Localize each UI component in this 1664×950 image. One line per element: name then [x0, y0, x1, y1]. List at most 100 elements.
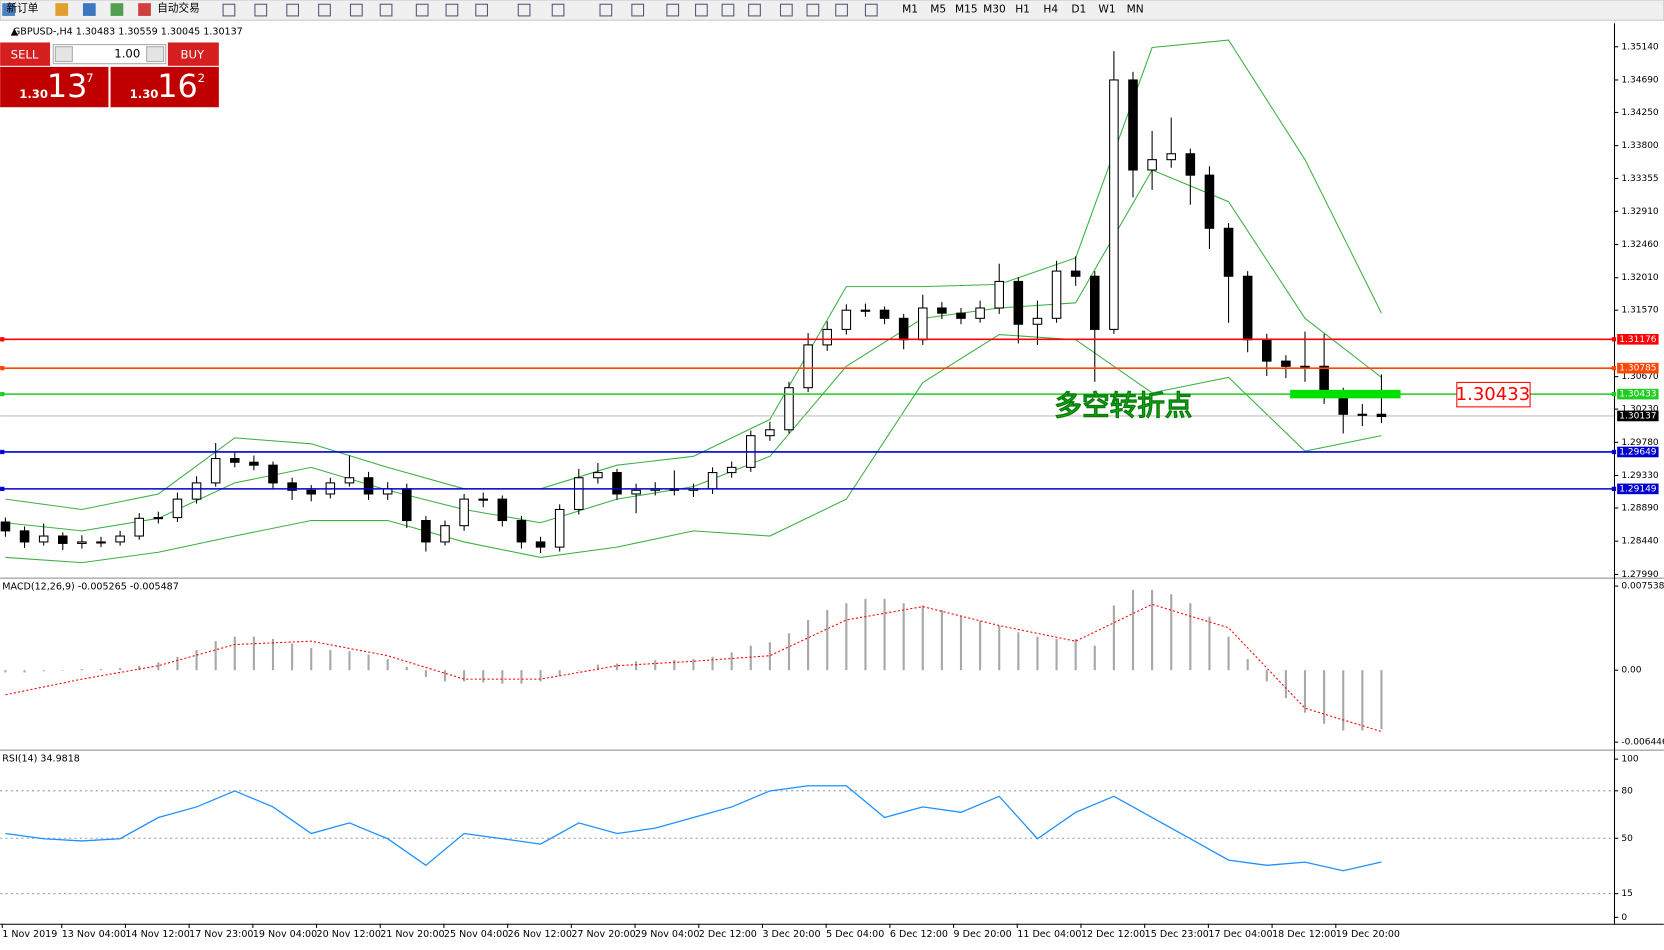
candle-body [306, 489, 316, 495]
candle-body [459, 498, 469, 527]
tool-button[interactable] [445, 3, 459, 17]
level-handle [0, 391, 5, 397]
candle-body [726, 466, 737, 474]
tool-button[interactable] [864, 3, 878, 17]
sell-label[interactable]: SELL [11, 48, 39, 62]
y-tick-label: 1.30670 [1621, 372, 1659, 382]
lots-input[interactable] [52, 44, 167, 65]
buy-label[interactable]: BUY [180, 48, 205, 62]
candle-body [1090, 275, 1100, 330]
candle-body [1032, 317, 1043, 325]
sell-button[interactable] [0, 42, 51, 66]
candle-body [497, 498, 508, 522]
macd-bar [157, 662, 160, 671]
x-tick-label: 18 Dec 12:00 [1272, 929, 1336, 940]
candle-body [860, 309, 871, 312]
candle-body [421, 520, 431, 543]
timeframe-button[interactable]: M15 [955, 3, 978, 16]
tool-button[interactable] [349, 3, 363, 17]
tool-button[interactable] [779, 3, 793, 17]
tool-icon[interactable] [110, 3, 124, 16]
lots-up[interactable] [146, 46, 165, 63]
level-label: 1.31176 [1619, 335, 1657, 345]
timeframe-button[interactable]: M5 [930, 3, 946, 16]
candle-body [191, 482, 202, 500]
candle-body [898, 317, 909, 341]
timeframe-button[interactable]: MN [1127, 3, 1144, 16]
timeframe-button[interactable]: H4 [1043, 3, 1058, 16]
tool-button[interactable] [379, 3, 393, 17]
timeframe-button[interactable]: W1 [1098, 3, 1115, 16]
timeframe-button[interactable]: H1 [1015, 3, 1030, 16]
x-tick-label: 2 Dec 12:00 [699, 929, 757, 940]
tool-button[interactable] [631, 3, 645, 17]
candle-body [77, 541, 87, 544]
candle-body [803, 344, 813, 389]
tool-button[interactable] [806, 3, 820, 17]
y-tick-label: -0.006446 [1621, 738, 1664, 748]
buy-price-box[interactable] [110, 66, 219, 108]
macd-bar [443, 670, 447, 682]
tool-button[interactable] [286, 3, 300, 17]
x-tick-label: 3 Dec 20:00 [762, 929, 820, 940]
sell-price-box[interactable] [0, 66, 109, 108]
timeframe-button[interactable]: M1 [902, 3, 918, 16]
macd-bar [596, 664, 599, 671]
candle-body [1300, 365, 1310, 368]
candle-body [612, 472, 622, 495]
macd-bar [482, 670, 485, 683]
tool-button[interactable] [475, 3, 489, 17]
candle-body [841, 309, 852, 330]
auto-trading-button[interactable]: 自动交易 [157, 1, 199, 14]
x-tick-label: 1 Nov 2019 [2, 929, 57, 940]
macd-bar [138, 665, 141, 671]
candle-body [249, 461, 259, 466]
tool-button[interactable] [415, 3, 429, 17]
tool-icon[interactable] [55, 3, 69, 16]
level-handle [0, 366, 5, 371]
tool-button[interactable] [318, 3, 331, 17]
tool-button[interactable] [254, 3, 268, 17]
lots-down[interactable] [54, 46, 73, 63]
macd-bar [1017, 632, 1020, 671]
buy-button[interactable] [167, 42, 219, 66]
auto-trading-icon[interactable] [138, 3, 151, 16]
timeframe-button[interactable]: M30 [983, 3, 1006, 16]
tool-icon[interactable] [82, 3, 96, 16]
new-order-icon[interactable] [2, 3, 15, 16]
x-tick-label: 12 Dec 12:00 [1081, 929, 1145, 940]
tool-button[interactable] [748, 3, 761, 17]
macd-bar [1323, 670, 1326, 724]
sell-price-big: 1.30 [19, 87, 48, 101]
macd-bar [940, 609, 943, 671]
y-tick-label: 1.28890 [1621, 503, 1659, 513]
macd-bar [768, 642, 771, 671]
tool-button[interactable] [222, 3, 236, 17]
tool-button[interactable] [721, 3, 735, 17]
y-tick-label: 1.34690 [1621, 75, 1659, 85]
tool-button[interactable] [835, 3, 848, 17]
lots-value[interactable]: 1.00 [114, 47, 140, 61]
tool-button[interactable] [695, 3, 708, 17]
tool-button[interactable] [551, 3, 565, 17]
level-label-box [1617, 388, 1659, 400]
level-label-box [1617, 446, 1659, 458]
y-tick-label: 1.35140 [1621, 42, 1659, 52]
tool-button[interactable] [599, 3, 613, 17]
macd-bar [271, 638, 275, 671]
tool-button[interactable] [666, 3, 680, 17]
macd-bar [1074, 638, 1077, 671]
tool-button[interactable] [517, 3, 531, 17]
timeframe-button[interactable]: D1 [1071, 3, 1086, 16]
candle-body [115, 535, 125, 543]
macd-bar [615, 663, 619, 671]
chart-title: GBPUSD-,H4 1.30483 1.30559 1.30045 1.301… [13, 26, 243, 37]
macd-bar [711, 656, 714, 671]
new-order-button[interactable]: 新订单 [7, 1, 39, 14]
macd-bar [80, 669, 83, 671]
x-tick-label: 5 Dec 04:00 [826, 929, 884, 940]
candle-body [287, 482, 297, 491]
buy-price-big: 1.30 [130, 87, 159, 101]
candle-body [1223, 227, 1234, 277]
macd-bar [979, 621, 982, 671]
